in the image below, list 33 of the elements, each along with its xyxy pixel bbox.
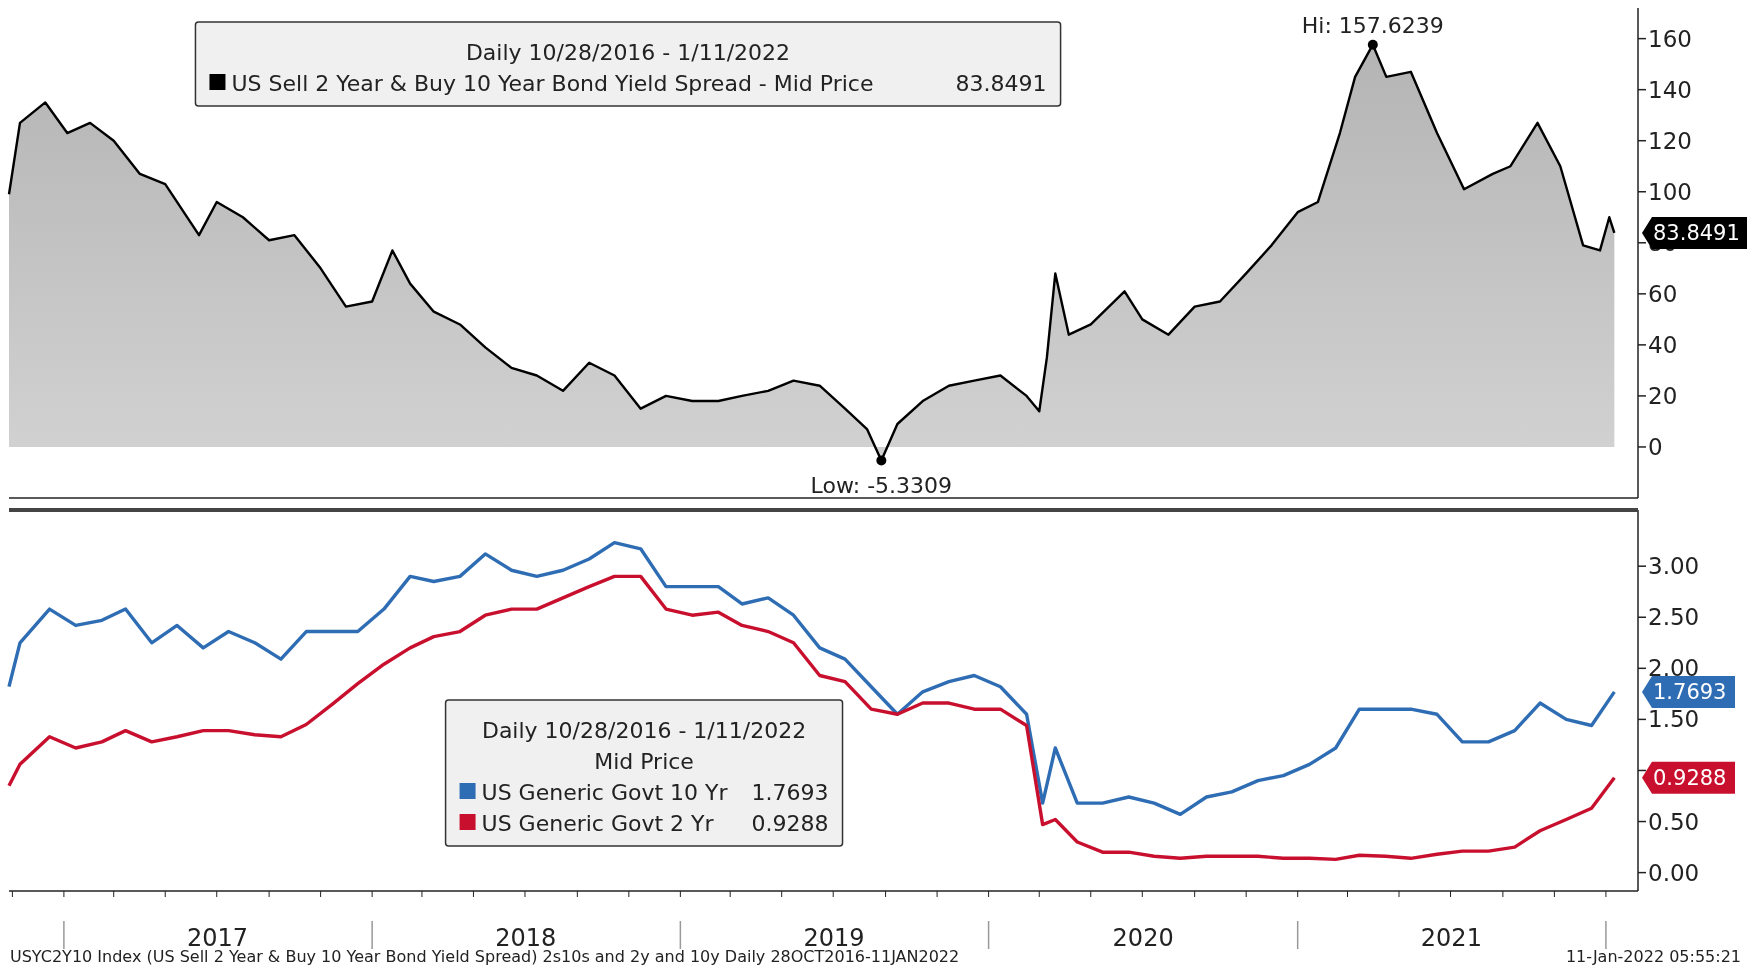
y-tick-label: 160 <box>1648 25 1692 52</box>
text: 1.7693 <box>751 780 829 805</box>
y-tick-label: 2.50 <box>1648 604 1700 631</box>
annotation: Hi: 157.6239 <box>1301 12 1444 38</box>
data-label: 0.9288 <box>1653 766 1727 791</box>
y-tick-label: 100 <box>1648 178 1692 205</box>
y-tick-label: 40 <box>1648 331 1678 358</box>
data-label: 83.8491 <box>1653 221 1740 246</box>
y-tick-label: 120 <box>1648 127 1692 154</box>
legend-label: US Generic Govt 2 Yr <box>481 811 715 836</box>
x-tick-label: 2021 <box>1420 924 1482 952</box>
legend-title: Daily 10/28/2016 - 1/11/2022 Mid Price <box>481 718 807 774</box>
y-tick-label: 2.00 <box>1648 655 1700 682</box>
x-tick-label: 2020 <box>1112 924 1174 952</box>
y-tick-label: 0.00 <box>1648 859 1700 886</box>
text: USYC2Y10 Index (US Sell 2 Year & Buy 10 Year Bond Yield Spread) 2s10s and 2y and 10y Daily 28OCT2016-11JAN2022 <box>10 947 960 966</box>
annotation: Low: -5.3309 <box>810 472 953 498</box>
y-tick-label: 1.50 <box>1648 706 1700 733</box>
line-series <box>7 540 1617 817</box>
y-tick-label: 60 <box>1648 280 1678 307</box>
y-tick-label: 3.00 <box>1648 553 1700 580</box>
y-tick-label: 20 <box>1648 382 1678 409</box>
line-series <box>7 574 1617 862</box>
text: 11-Jan-2022 05:55:21 <box>1565 947 1741 966</box>
y-tick-label: 0.50 <box>1648 808 1700 835</box>
text: 0.9288 <box>751 811 829 836</box>
legend-label: US Sell 2 Year & Buy 10 Year Bond Yield Spread - Mid Price <box>231 71 874 96</box>
legend-title: Daily 10/28/2016 - 1/11/2022 <box>465 40 791 65</box>
text: 83.8491 <box>955 71 1047 96</box>
y-tick-label: 140 <box>1648 76 1692 103</box>
y-tick-label: 0 <box>1648 434 1663 461</box>
data-label: 1.7693 <box>1653 680 1727 705</box>
legend-label: US Generic Govt 10 Yr <box>481 780 729 805</box>
